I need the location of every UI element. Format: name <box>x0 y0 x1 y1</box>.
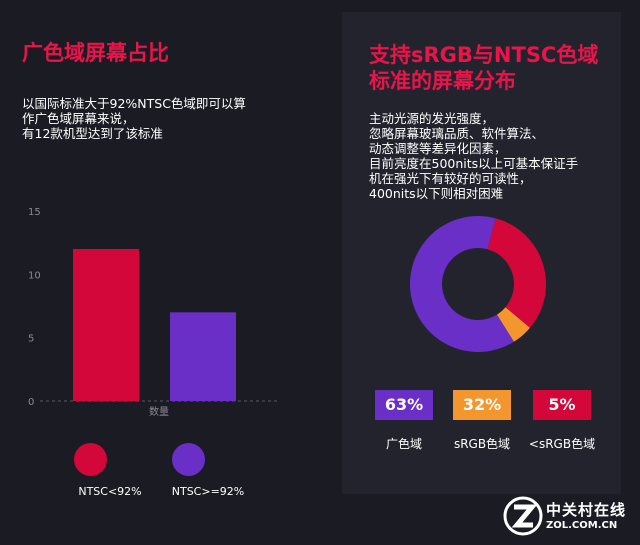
right-title: 支持sRGB与NTSC色域标准的屏幕分布 <box>369 43 599 93</box>
y-tick-label: 5 <box>28 334 34 345</box>
donut-slice <box>496 307 530 342</box>
donut-slice <box>410 216 514 352</box>
donut-slice <box>487 218 546 328</box>
left-panel: 广色域屏幕占比 以国际标准大于92%NTSC色域即可以算 作广色域屏幕来说， 有… <box>22 41 280 498</box>
legend-label: NTSC>=92% <box>171 485 245 498</box>
percentage-box: 63% <box>375 390 433 420</box>
percentage-box: 5% <box>533 390 591 420</box>
right-description: 主动光源的发光强度， 忽略屏幕玻璃品质、软件算法、 动态调整等差异化因素， 目前… <box>369 111 579 201</box>
left-title: 广色域屏幕占比 <box>22 41 169 65</box>
percentage-box: 32% <box>453 390 511 420</box>
percentage-label: 广色域 <box>385 437 423 451</box>
legend-swatch <box>172 443 205 476</box>
bar-chart: 15 10 5 0 数量 <box>28 207 280 418</box>
zol-logo: 中关村在线 ZOL.COM.CN <box>500 493 630 538</box>
x-axis-label: 数量 <box>149 405 169 418</box>
logo-subtext: ZOL.COM.CN <box>546 520 618 531</box>
logo-text: 中关村在线 <box>546 501 627 519</box>
y-tick-label: 0 <box>28 397 34 408</box>
legend-swatch <box>74 443 107 476</box>
percentage-label: <sRGB色域 <box>528 437 596 451</box>
legend-label: NTSC<92% <box>78 485 142 498</box>
y-tick-label: 10 <box>28 270 41 281</box>
donut-chart <box>410 216 546 352</box>
percentage-label: sRGB色域 <box>453 437 511 451</box>
y-tick-label: 15 <box>28 207 41 218</box>
bar <box>170 312 236 401</box>
bar <box>73 249 139 401</box>
left-description: 以国际标准大于92%NTSC色域即可以算 作广色域屏幕来说， 有12款机型达到了… <box>22 96 246 141</box>
zol-logo-icon <box>503 496 543 536</box>
